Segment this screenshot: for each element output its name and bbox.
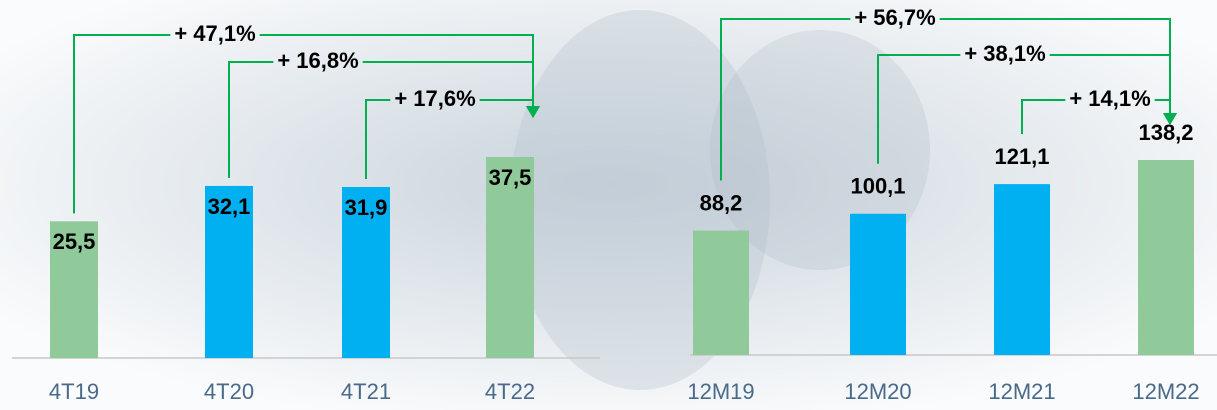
growth-annotation: + 38,1% (964, 41, 1045, 66)
growth-annotation: + 47,1% (174, 21, 255, 46)
growth-annotation: + 17,6% (394, 86, 475, 111)
x-tick-label: 4T22 (485, 379, 535, 404)
chart: 25,5 4T19 32,1 4T20 31,9 4T21 37,5 4T22 + 47,1% +… (0, 0, 1217, 410)
x-tick-label: 4T20 (204, 379, 254, 404)
page: {"chart_data": [ {"type": "bar", "catego… (0, 0, 1217, 410)
value-label: 25,5 (53, 229, 96, 254)
x-tick-label: 4T19 (49, 379, 99, 404)
bar (693, 231, 749, 355)
growth-annotation: + 14,1% (1069, 86, 1150, 111)
value-label: 31,9 (345, 195, 388, 220)
value-label: 138,2 (1138, 120, 1193, 145)
growth-annotation: + 16,8% (277, 48, 358, 73)
x-tick-label: 12M19 (687, 379, 754, 404)
value-label: 100,1 (850, 174, 905, 199)
value-label: 32,1 (208, 194, 251, 219)
x-tick-label: 4T21 (341, 379, 391, 404)
value-label: 88,2 (700, 190, 743, 215)
bar (994, 184, 1050, 355)
value-label: 37,5 (489, 165, 532, 190)
x-tick-label: 12M22 (1132, 379, 1199, 404)
x-tick-label: 12M20 (844, 379, 911, 404)
x-tick-label: 12M21 (988, 379, 1055, 404)
bar (850, 214, 906, 355)
bar (1138, 160, 1194, 355)
value-label: 121,1 (994, 144, 1049, 169)
growth-annotation: + 56,7% (854, 5, 935, 30)
